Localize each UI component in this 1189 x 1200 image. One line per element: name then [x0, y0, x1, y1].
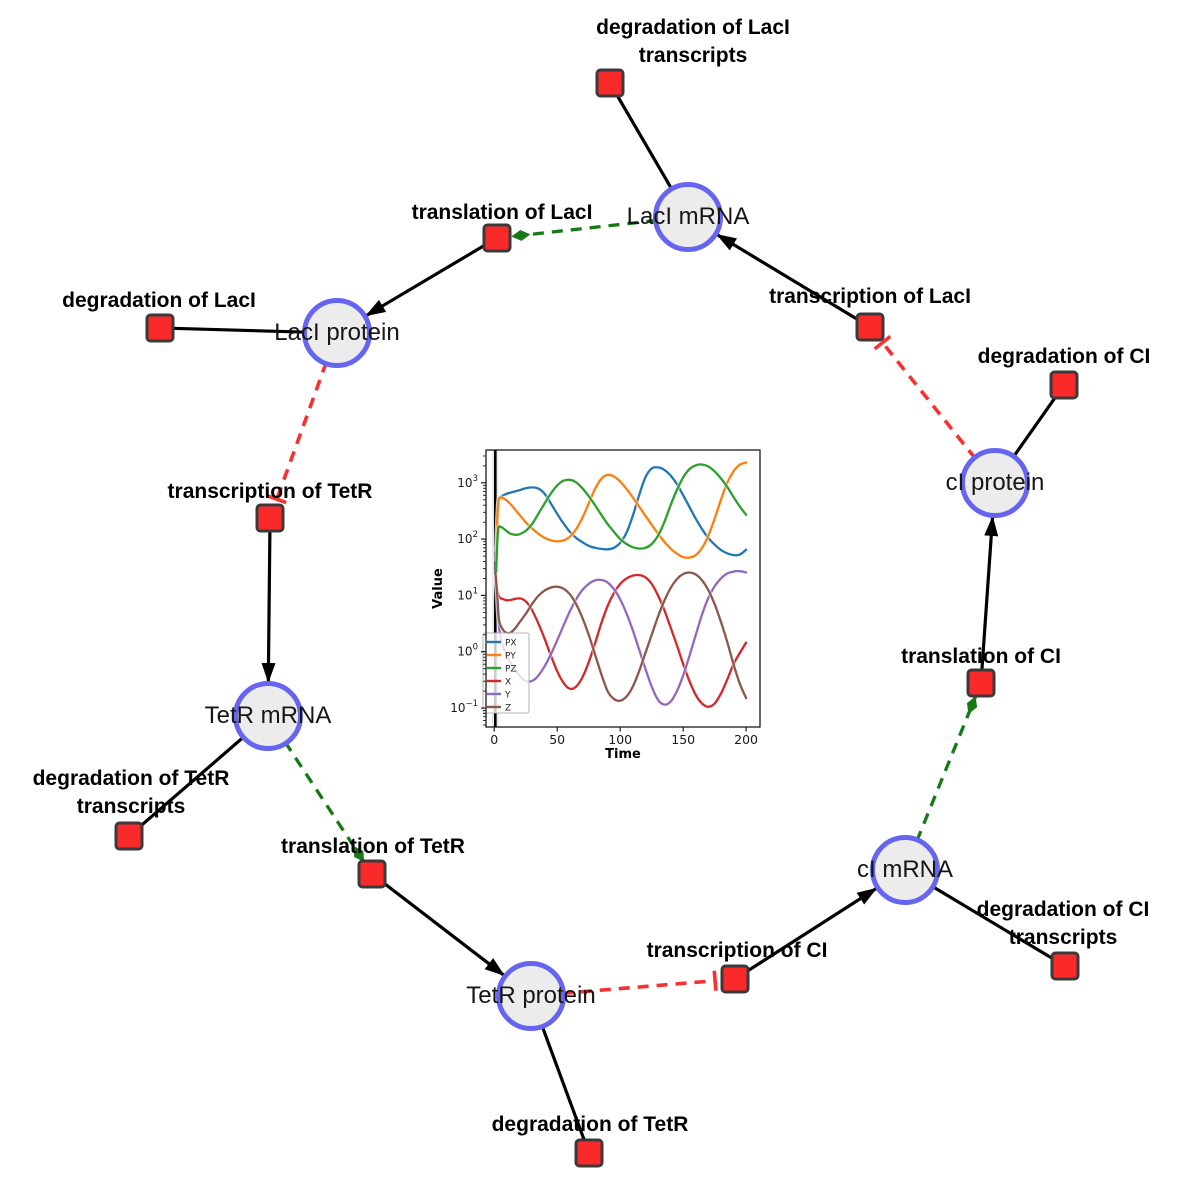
y-tick-label-1e-1: 10−1	[450, 699, 478, 715]
species-node-ci-mrna[interactable]	[870, 835, 940, 905]
reaction-node-degradation-ci[interactable]	[1049, 370, 1079, 400]
species-node-laci-protein[interactable]	[302, 298, 372, 368]
edge-consumption-laci-mrna-to-degradation-laci-transcripts	[614, 92, 675, 192]
x-tick-label-100: 100	[608, 732, 632, 747]
edge-consumption-tetr-protein-to-degradation-tetr	[539, 1023, 587, 1143]
legend-label-X: X	[505, 678, 511, 688]
edge-inhibition-ci-protein-to-transcription-laci	[873, 334, 978, 460]
reaction-node-degradation-ci-transcripts[interactable]	[1050, 951, 1080, 981]
edge-consumption-tetr-mrna-to-degradation-tetr-transcripts	[137, 734, 247, 830]
series-line-PY	[494, 461, 748, 563]
edge-consumption-laci-protein-to-degradation-laci	[171, 326, 308, 334]
reaction-node-degradation-laci[interactable]	[145, 313, 175, 343]
x-tick-label-0: 0	[490, 732, 498, 747]
reaction-node-transcription-tetr[interactable]	[255, 503, 285, 533]
species-node-laci-mrna[interactable]	[653, 182, 723, 252]
y-axis-label: Value	[431, 568, 446, 609]
species-node-ci-protein[interactable]	[960, 448, 1030, 518]
reaction-node-translation-laci[interactable]	[482, 223, 512, 253]
edge-production-transcription-laci-to-laci-mrna	[716, 233, 860, 322]
legend-label-Z: Z	[505, 704, 511, 714]
reaction-node-degradation-tetr-transcripts[interactable]	[114, 821, 144, 851]
edge-production-transcription-ci-to-ci-mrna	[745, 887, 878, 974]
legend-label-PY: PY	[505, 652, 516, 662]
legend-label-Y: Y	[504, 691, 511, 701]
edge-inhibition-laci-protein-to-transcription-tetr	[266, 361, 329, 505]
edge-modifier-laci-mrna-to-translation-laci	[511, 218, 658, 241]
legend-label-PX: PX	[505, 639, 517, 649]
species-node-tetr-protein[interactable]	[496, 961, 566, 1031]
edge-modifier-ci-mrna-to-translation-ci	[915, 696, 978, 842]
y-tick-label-1e0: 100	[457, 643, 478, 659]
reaction-node-translation-ci[interactable]	[966, 668, 996, 698]
edge-consumption-ci-mrna-to-degradation-ci-transcripts	[929, 884, 1056, 962]
legend-label-PZ: PZ	[505, 665, 517, 675]
y-tick-label-1e2: 102	[457, 530, 478, 546]
edge-consumption-ci-protein-to-degradation-ci	[1010, 393, 1059, 460]
edge-production-translation-laci-to-laci-protein	[365, 243, 487, 317]
x-tick-label-200: 200	[734, 732, 758, 747]
edge-inhibition-tetr-protein-to-transcription-ci	[561, 970, 718, 996]
reaction-node-transcription-laci[interactable]	[855, 312, 885, 342]
x-axis-label: Time	[605, 747, 641, 762]
y-tick-label-1e3: 103	[457, 474, 478, 490]
reaction-node-degradation-tetr[interactable]	[574, 1138, 604, 1168]
species-node-tetr-mrna[interactable]	[233, 681, 303, 751]
reaction-node-translation-tetr[interactable]	[357, 859, 387, 889]
x-tick-label-50: 50	[549, 732, 565, 747]
reaction-node-degradation-laci-transcripts[interactable]	[595, 68, 625, 98]
reaction-node-transcription-ci[interactable]	[720, 964, 750, 994]
edge-modifier-tetr-mrna-to-translation-tetr	[283, 740, 366, 863]
y-tick-label-1e1: 101	[457, 586, 478, 602]
series-line-PZ	[494, 463, 748, 575]
series-line-Z	[494, 571, 748, 702]
x-tick-label-150: 150	[671, 732, 695, 747]
series-line-X	[494, 571, 748, 708]
edge-production-translation-tetr-to-tetr-protein	[381, 880, 505, 977]
series-line-PX	[494, 466, 748, 557]
timeseries-inset-chart: PX PY PZ XYZ 103 102 101 100 10−1 0 50 100 150 200 Tim…	[431, 449, 761, 762]
edge-production-translation-ci-to-ci-protein	[980, 515, 999, 671]
edge-production-transcription-tetr-to-tetr-mrna	[261, 530, 276, 683]
